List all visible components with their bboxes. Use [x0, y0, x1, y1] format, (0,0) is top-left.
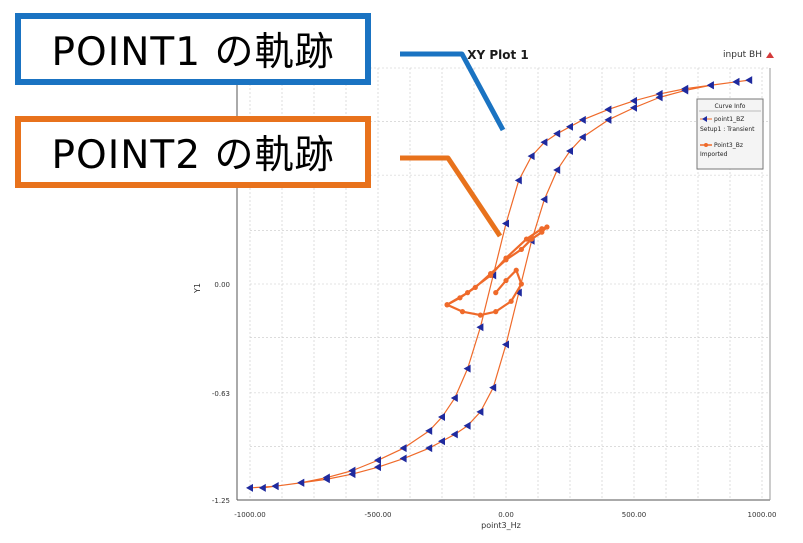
- data-point-Point3_Bz: [523, 236, 530, 242]
- data-point-point1_BZ: [246, 483, 253, 492]
- corner-marker-icon: [766, 52, 774, 58]
- data-point-Point3_Bz: [459, 309, 466, 315]
- y-tick-label: -1.25: [212, 497, 230, 505]
- callout-point1: POINT1 の軌跡: [15, 13, 371, 85]
- data-point-point1_BZ: [502, 340, 509, 349]
- legend-title: Curve Info: [715, 103, 746, 110]
- legend-entry-1-sub: Setup1 : Transient: [700, 126, 755, 133]
- data-point-Point3_Bz: [513, 267, 519, 273]
- data-point-point1_BZ: [489, 383, 497, 392]
- data-point-point1_BZ: [553, 165, 561, 174]
- legend: Curve Info point1_BZ Setup1 : Transient …: [696, 98, 764, 170]
- data-point-point1_BZ: [399, 454, 407, 463]
- callout-point1-label: POINT1 の軌跡: [51, 30, 335, 75]
- data-point-point1_BZ: [450, 430, 458, 439]
- x-tick-label: 500.00: [622, 511, 647, 519]
- data-point-point1_BZ: [732, 77, 740, 86]
- callout-2-leader: [400, 155, 503, 238]
- data-point-point1_BZ: [450, 394, 458, 403]
- data-point-Point3_Bz: [518, 246, 524, 253]
- data-point-point1_BZ: [540, 138, 548, 147]
- data-point-point1_BZ: [527, 152, 535, 161]
- data-point-point1_BZ: [578, 133, 586, 142]
- data-point-Point3_Bz: [493, 309, 499, 315]
- y-tick-label: -0.63: [212, 390, 230, 398]
- legend-swatch-marker-2: [704, 143, 708, 147]
- data-point-point1_BZ: [476, 323, 484, 332]
- series-layer: [246, 76, 753, 492]
- data-point-point1_BZ: [476, 407, 484, 416]
- callout-1-leader: [400, 51, 506, 132]
- corner-label: input BH: [723, 50, 762, 60]
- data-point-Point3_Bz: [444, 302, 450, 308]
- data-point-point1_BZ: [271, 482, 279, 491]
- data-point-Point3_Bz: [472, 284, 478, 291]
- data-point-point1_BZ: [438, 413, 445, 422]
- data-point-point1_BZ: [604, 115, 612, 124]
- data-point-Point3_Bz: [477, 312, 483, 318]
- data-point-point1_BZ: [297, 478, 305, 487]
- data-point-point1_BZ: [425, 444, 433, 453]
- data-point-point1_BZ: [374, 456, 381, 465]
- legend-entry-1-name: point1_BZ: [714, 116, 744, 123]
- data-point-Point3_Bz: [488, 271, 494, 277]
- data-point-point1_BZ: [348, 470, 356, 479]
- x-axis-label: point3_Hz: [481, 521, 521, 530]
- data-point-point1_BZ: [438, 437, 445, 446]
- data-point-point1_BZ: [463, 364, 471, 373]
- data-point-point1_BZ: [374, 463, 381, 472]
- data-point-point1_BZ: [706, 81, 714, 90]
- x-tick-label: 0.00: [498, 511, 514, 519]
- x-tick-label: 1000.00: [748, 511, 777, 519]
- legend-swatch-marker-1: [702, 116, 707, 122]
- data-point-Point3_Bz: [493, 290, 499, 296]
- data-point-point1_BZ: [502, 219, 509, 228]
- legend-entry-2-name: Point3_Bz: [714, 142, 743, 149]
- legend-entry-2-sub: Imported: [700, 151, 728, 158]
- data-point-point1_BZ: [655, 93, 663, 102]
- y-tick-label: 0.00: [214, 281, 230, 289]
- data-point-point1_BZ: [425, 426, 433, 435]
- x-tick-label: -1000.00: [234, 511, 265, 519]
- data-point-point1_BZ: [399, 444, 407, 453]
- data-point-point1_BZ: [630, 103, 637, 112]
- data-point-point1_BZ: [258, 483, 266, 492]
- data-point-point1_BZ: [604, 105, 612, 114]
- data-point-Point3_Bz: [544, 224, 550, 230]
- data-point-point1_BZ: [745, 76, 753, 85]
- data-point-Point3_Bz: [508, 298, 514, 304]
- data-point-Point3_Bz: [539, 229, 545, 235]
- data-point-point1_BZ: [514, 288, 522, 297]
- data-point-point1_BZ: [681, 86, 689, 95]
- data-point-point1_BZ: [566, 146, 573, 155]
- data-point-point1_BZ: [578, 115, 586, 124]
- data-point-point1_BZ: [322, 475, 330, 484]
- data-point-Point3_Bz: [457, 295, 463, 301]
- data-point-Point3_Bz: [503, 257, 509, 263]
- data-point-Point3_Bz: [529, 236, 535, 242]
- data-point-point1_BZ: [566, 122, 573, 131]
- callout-point2: POINT2 の軌跡: [15, 116, 371, 188]
- data-point-point1_BZ: [463, 421, 471, 430]
- data-point-point1_BZ: [514, 176, 522, 185]
- data-point-Point3_Bz: [518, 281, 524, 287]
- x-tick-label: -500.00: [364, 511, 391, 519]
- data-point-Point3_Bz: [465, 290, 471, 296]
- chart-title: XY Plot 1: [467, 48, 529, 62]
- data-point-point1_BZ: [630, 96, 637, 105]
- y-axis-label: Y1: [193, 283, 202, 294]
- data-point-point1_BZ: [540, 195, 548, 204]
- callout-point2-label: POINT2 の軌跡: [51, 133, 335, 178]
- data-point-Point3_Bz: [503, 277, 509, 284]
- data-point-point1_BZ: [553, 129, 561, 138]
